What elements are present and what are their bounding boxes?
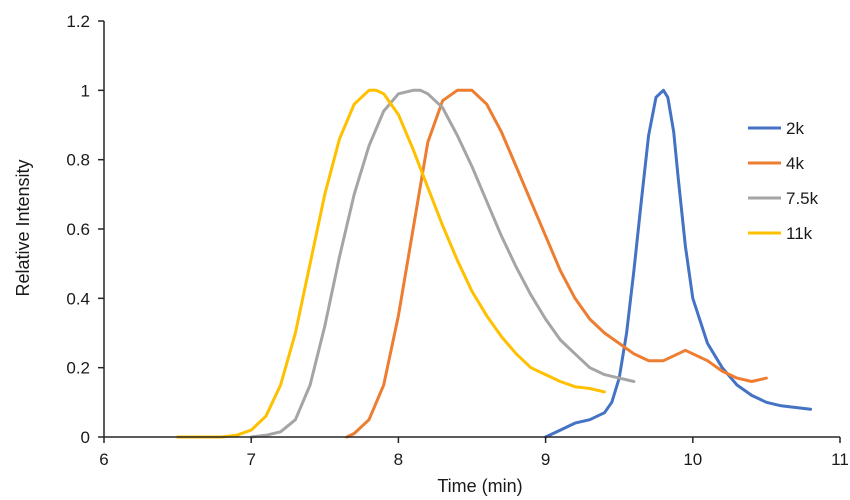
legend: 2k 4k 7.5k 11k — [748, 119, 819, 243]
x-tick-label: 10 — [683, 450, 702, 469]
legend-label: 7.5k — [786, 189, 819, 208]
x-tick-label: 8 — [394, 450, 403, 469]
axes: 6 7 8 9 10 11 0 0.2 0.4 0.6 0.8 1 1.2 — [66, 12, 848, 469]
x-tick-label: 7 — [246, 450, 255, 469]
x-tick-label: 9 — [541, 450, 550, 469]
y-tick-label: 0.6 — [66, 220, 90, 239]
y-tick-label: 0.4 — [66, 289, 90, 308]
x-axis-title: Time (min) — [437, 476, 522, 496]
x-tick-label: 11 — [831, 450, 849, 469]
series-line-11k — [176, 88, 606, 439]
y-tick-label: 1 — [81, 81, 90, 100]
x-tick-label: 6 — [99, 450, 108, 469]
y-tick-label: 0.2 — [66, 359, 90, 378]
legend-label: 11k — [786, 224, 813, 243]
plot-area — [176, 88, 813, 439]
series-line-2k — [544, 88, 813, 439]
legend-label: 4k — [786, 154, 804, 173]
y-axis-title: Relative Intensity — [13, 159, 33, 296]
series-line-4k — [345, 88, 768, 439]
x-axis-ticks: 6 7 8 9 10 11 — [99, 437, 849, 469]
y-tick-label: 0.8 — [66, 151, 90, 170]
legend-label: 2k — [786, 119, 804, 138]
y-tick-label: 1.2 — [66, 12, 90, 31]
series-line-7.5k — [249, 88, 636, 439]
y-tick-label: 0 — [81, 428, 90, 447]
y-axis-ticks: 0 0.2 0.4 0.6 0.8 1 1.2 — [66, 12, 104, 447]
